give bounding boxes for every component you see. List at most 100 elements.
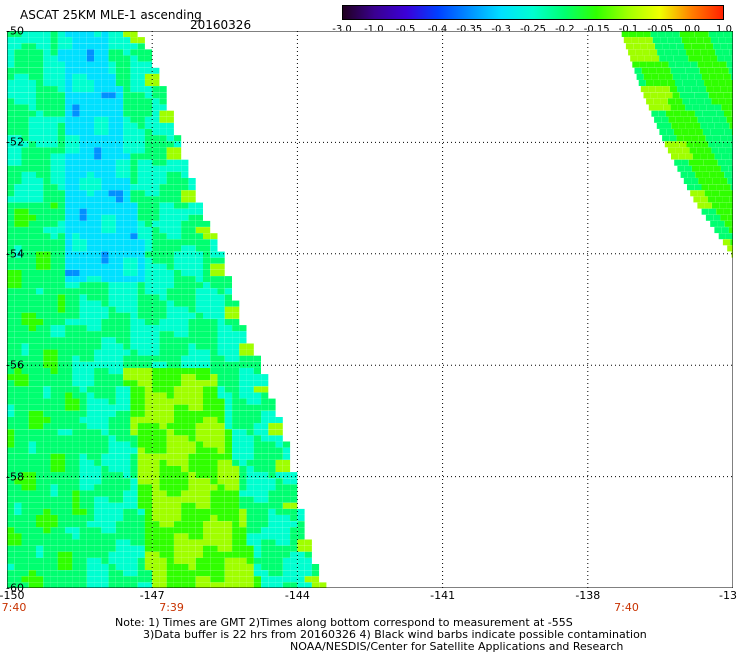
heatmap-cell: [130, 509, 137, 515]
heatmap-cell: [36, 135, 43, 141]
heatmap-cell: [712, 98, 719, 104]
heatmap-cell: [94, 276, 101, 282]
heatmap-cell: [218, 491, 225, 497]
heatmap-cell: [130, 43, 137, 49]
heatmap-cell: [130, 86, 137, 92]
heatmap-cell: [239, 515, 246, 521]
heatmap-cell: [123, 92, 130, 98]
heatmap-cell: [181, 435, 188, 441]
heatmap-cell: [710, 129, 717, 135]
heatmap-cell: [276, 466, 283, 472]
heatmap-cell: [94, 98, 101, 104]
heatmap-cell: [94, 570, 101, 576]
heatmap-cell: [145, 258, 152, 264]
heatmap-cell: [58, 386, 65, 392]
heatmap-cell: [58, 233, 65, 239]
heatmap-cell: [14, 43, 21, 49]
heatmap-cell: [101, 123, 108, 129]
heatmap-cell: [123, 147, 130, 153]
heatmap-cell: [94, 215, 101, 221]
heatmap-cell: [160, 368, 167, 374]
heatmap-cell: [123, 203, 130, 209]
heatmap-cell: [22, 111, 29, 117]
heatmap-cell: [210, 515, 217, 521]
heatmap-cell: [181, 203, 188, 209]
heatmap-cell: [116, 552, 123, 558]
heatmap-cell: [130, 160, 137, 166]
heatmap-cell: [36, 68, 43, 74]
heatmap-cell: [160, 245, 167, 251]
heatmap-cell: [65, 564, 72, 570]
heatmap-cell: [225, 491, 232, 497]
heatmap-cell: [145, 423, 152, 429]
heatmap-cell: [51, 166, 58, 172]
heatmap-cell: [116, 239, 123, 245]
heatmap-cell: [167, 135, 174, 141]
heatmap-cell: [130, 49, 137, 55]
heatmap-cell: [14, 393, 21, 399]
heatmap-cell: [58, 166, 65, 172]
heatmap-cell: [65, 117, 72, 123]
x-tick-label: -138: [575, 589, 600, 602]
heatmap-cell: [232, 509, 239, 515]
heatmap-cell: [130, 356, 137, 362]
heatmap-cell: [181, 521, 188, 527]
heatmap-cell: [51, 92, 58, 98]
heatmap-cell: [43, 540, 50, 546]
heatmap-cell: [58, 405, 65, 411]
heatmap-cell: [101, 239, 108, 245]
heatmap-cell: [167, 172, 174, 178]
heatmap-cell: [698, 117, 705, 123]
heatmap-cell: [210, 258, 217, 264]
heatmap-cell: [651, 92, 658, 98]
heatmap-cell: [690, 117, 697, 123]
heatmap-cell: [709, 31, 716, 37]
heatmap-cell: [290, 484, 297, 490]
heatmap-cell: [72, 472, 79, 478]
heatmap-cell: [58, 319, 65, 325]
heatmap-cell: [203, 295, 210, 301]
heatmap-cell: [80, 448, 87, 454]
heatmap-cell: [167, 301, 174, 307]
heatmap-cell: [87, 466, 94, 472]
heatmap-cell: [29, 282, 36, 288]
heatmap-cell: [87, 203, 94, 209]
heatmap-cell: [665, 31, 672, 37]
heatmap-cell: [109, 209, 116, 215]
heatmap-cell: [109, 105, 116, 111]
heatmap-cell: [160, 276, 167, 282]
heatmap-cell: [152, 203, 159, 209]
heatmap-cell: [130, 515, 137, 521]
heatmap-cell: [22, 56, 29, 62]
heatmap-cell: [167, 503, 174, 509]
heatmap-cell: [80, 576, 87, 582]
heatmap-cell: [203, 552, 210, 558]
heatmap-cell: [633, 43, 640, 49]
heatmap-cell: [109, 147, 116, 153]
heatmap-cell: [152, 484, 159, 490]
heatmap-cell: [65, 374, 72, 380]
heatmap-cell: [72, 184, 79, 190]
heatmap-cell: [80, 417, 87, 423]
heatmap-cell: [58, 484, 65, 490]
heatmap-cell: [145, 411, 152, 417]
heatmap-cell: [43, 196, 50, 202]
heatmap-cell: [661, 80, 668, 86]
heatmap-cell: [58, 154, 65, 160]
heatmap-cell: [14, 417, 21, 423]
heatmap-cell: [276, 570, 283, 576]
heatmap-cell: [51, 472, 58, 478]
heatmap-cell: [72, 466, 79, 472]
heatmap-cell: [695, 111, 702, 117]
heatmap-cell: [174, 429, 181, 435]
heatmap-cell: [130, 209, 137, 215]
heatmap-cell: [254, 533, 261, 539]
heatmap-cell: [87, 582, 94, 588]
heatmap-cell: [138, 178, 145, 184]
heatmap-cell: [268, 552, 275, 558]
heatmap-cell: [123, 307, 130, 313]
heatmap-cell: [58, 331, 65, 337]
heatmap-cell: [58, 196, 65, 202]
heatmap-cell: [167, 356, 174, 362]
heatmap-cell: [109, 399, 116, 405]
